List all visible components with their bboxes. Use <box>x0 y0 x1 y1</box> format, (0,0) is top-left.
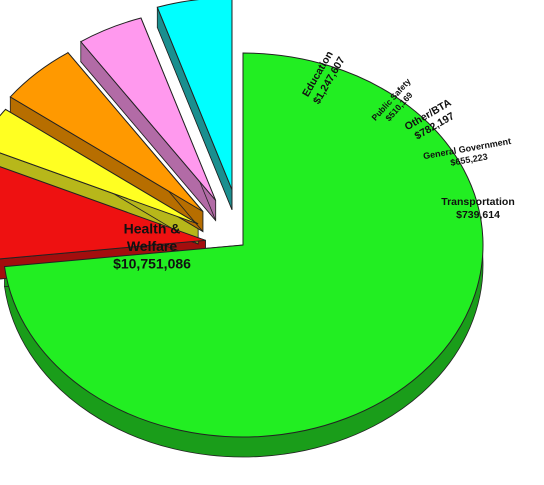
pie-slices <box>0 0 484 438</box>
pie-slice-education <box>0 166 206 260</box>
pie-slice-other-bta <box>9 52 204 212</box>
slice-label-health-welfare: Health & Welfare $10,751,086 <box>113 220 191 271</box>
pie-slice-transportation <box>156 0 233 190</box>
slice-label-transportation: Transportation $739,614 <box>441 196 515 221</box>
pie-slice-public-safety <box>0 108 199 225</box>
pie-slice-health-welfare <box>3 52 484 438</box>
pie-slice-general-government <box>80 17 217 201</box>
